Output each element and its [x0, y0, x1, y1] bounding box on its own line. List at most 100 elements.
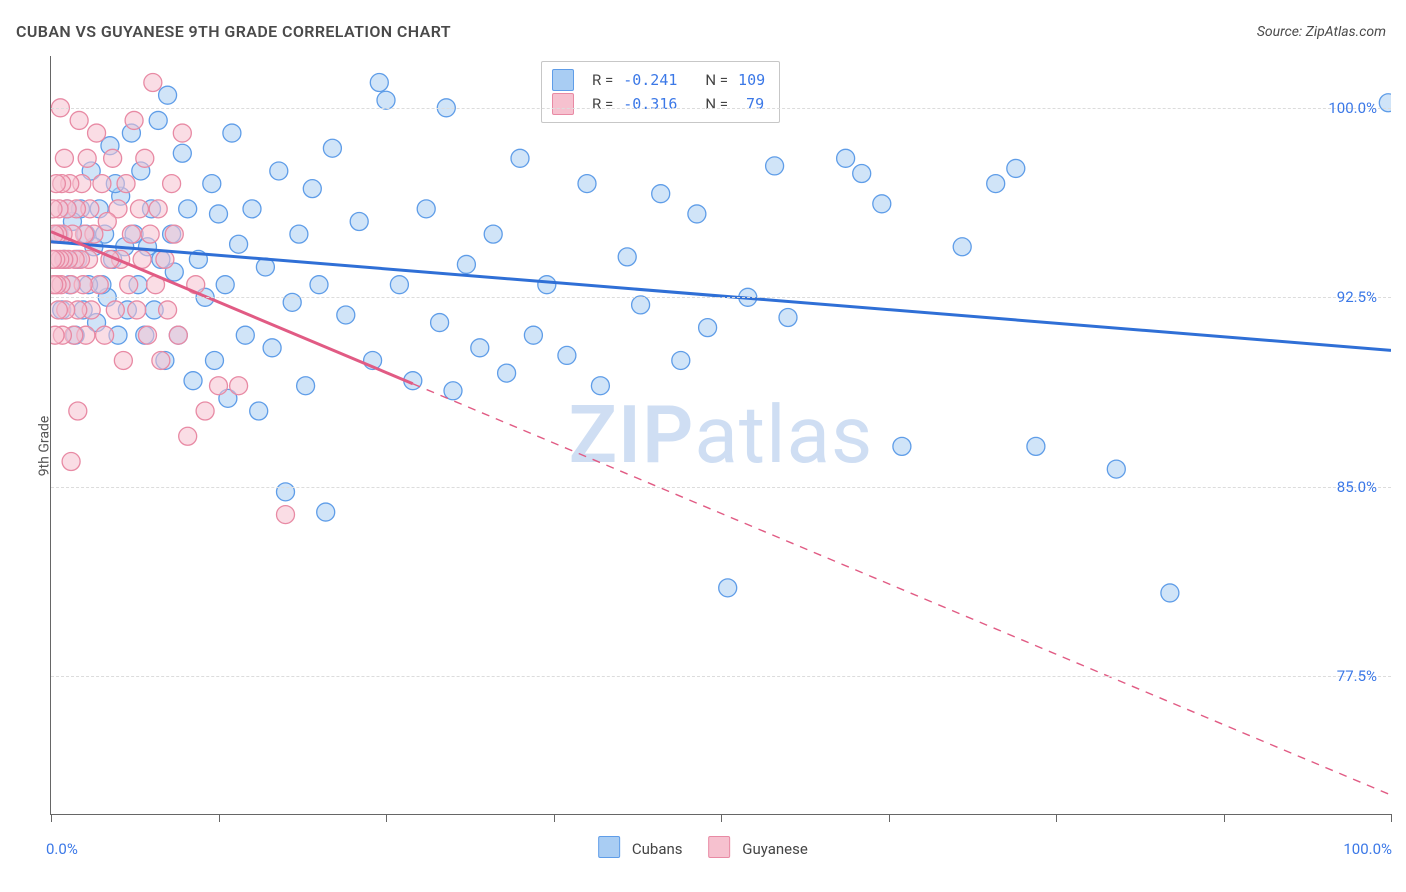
data-point: [125, 225, 143, 243]
data-point: [69, 250, 87, 268]
gridline: [51, 297, 1391, 298]
data-point: [122, 225, 140, 243]
r-value-guyanese: -0.316: [623, 92, 677, 116]
data-point: [873, 195, 891, 213]
data-point: [70, 111, 88, 129]
data-point: [141, 225, 159, 243]
r-label: R =: [592, 68, 613, 92]
swatch-guyanese: [552, 93, 574, 115]
data-point: [51, 225, 67, 243]
stats-row-guyanese: R = -0.316 N = 79: [552, 92, 765, 116]
data-point: [766, 157, 784, 175]
data-point: [1027, 437, 1045, 455]
data-point: [310, 276, 328, 294]
data-point: [62, 453, 80, 471]
data-point: [128, 301, 146, 319]
data-point: [364, 351, 382, 369]
data-point: [290, 225, 308, 243]
watermark-zip: ZIP: [569, 388, 695, 482]
data-point: [85, 225, 103, 243]
stats-row-cubans: R = -0.241 N = 109: [552, 68, 765, 92]
data-point: [317, 503, 335, 521]
data-point: [138, 238, 156, 256]
trend-line-dashed: [413, 384, 1391, 795]
data-point: [377, 91, 395, 109]
data-point: [61, 175, 79, 193]
data-point: [236, 326, 254, 344]
x-tick: [1391, 814, 1392, 822]
data-point: [82, 301, 100, 319]
data-point: [672, 351, 690, 369]
data-point: [59, 250, 77, 268]
data-point: [55, 250, 73, 268]
y-tick-label: 85.0%: [1337, 478, 1377, 496]
data-point: [1107, 460, 1125, 478]
data-point: [779, 309, 797, 327]
data-point: [370, 74, 388, 92]
data-point: [837, 149, 855, 167]
data-point: [76, 225, 94, 243]
data-point: [688, 205, 706, 223]
n-value-guyanese: 79: [738, 92, 764, 116]
data-point: [163, 225, 181, 243]
data-point: [101, 250, 119, 268]
x-tick: [1056, 814, 1057, 822]
data-point: [719, 579, 737, 597]
data-point: [390, 276, 408, 294]
data-point: [109, 200, 127, 218]
data-point: [65, 326, 83, 344]
data-point: [152, 250, 170, 268]
r-label: R =: [592, 92, 613, 116]
data-point: [58, 200, 76, 218]
data-point: [80, 250, 98, 268]
data-point: [223, 124, 241, 142]
x-tick: [554, 814, 555, 822]
n-value-cubans: 109: [738, 68, 765, 92]
data-point: [51, 276, 63, 294]
data-point: [511, 149, 529, 167]
x-tick: [51, 814, 52, 822]
data-point: [81, 200, 99, 218]
data-point: [431, 314, 449, 332]
data-point: [54, 225, 72, 243]
legend-label-guyanese: Guyanese: [742, 840, 808, 858]
x-axis-min-label: 0.0%: [46, 840, 78, 858]
data-point: [618, 248, 636, 266]
x-tick: [219, 814, 220, 822]
data-point: [67, 200, 85, 218]
data-point: [120, 276, 138, 294]
data-point: [1161, 584, 1179, 602]
data-point: [82, 162, 100, 180]
data-point: [138, 326, 156, 344]
data-point: [51, 200, 68, 218]
data-point: [147, 276, 165, 294]
y-tick-label: 100.0%: [1328, 99, 1377, 117]
data-point: [165, 263, 183, 281]
data-point: [156, 250, 174, 268]
chart-container: CUBAN VS GUYANESE 9TH GRADE CORRELATION …: [0, 0, 1406, 892]
data-point: [210, 205, 228, 223]
data-point: [51, 225, 68, 243]
data-point: [337, 306, 355, 324]
data-point: [498, 364, 516, 382]
data-point: [51, 175, 65, 193]
data-point: [953, 238, 971, 256]
data-point: [283, 293, 301, 311]
data-point: [1379, 94, 1391, 112]
x-tick: [889, 814, 890, 822]
data-point: [118, 301, 136, 319]
data-point: [77, 326, 95, 344]
data-point: [130, 200, 148, 218]
data-point: [173, 124, 191, 142]
data-point: [88, 124, 106, 142]
data-point: [116, 238, 134, 256]
data-point: [558, 346, 576, 364]
data-point: [210, 377, 228, 395]
data-point: [179, 427, 197, 445]
gridline: [51, 108, 1391, 109]
data-point: [96, 326, 114, 344]
data-point: [122, 124, 140, 142]
data-point: [132, 162, 150, 180]
legend-item-cubans: Cubans: [598, 836, 682, 858]
data-point: [243, 200, 261, 218]
